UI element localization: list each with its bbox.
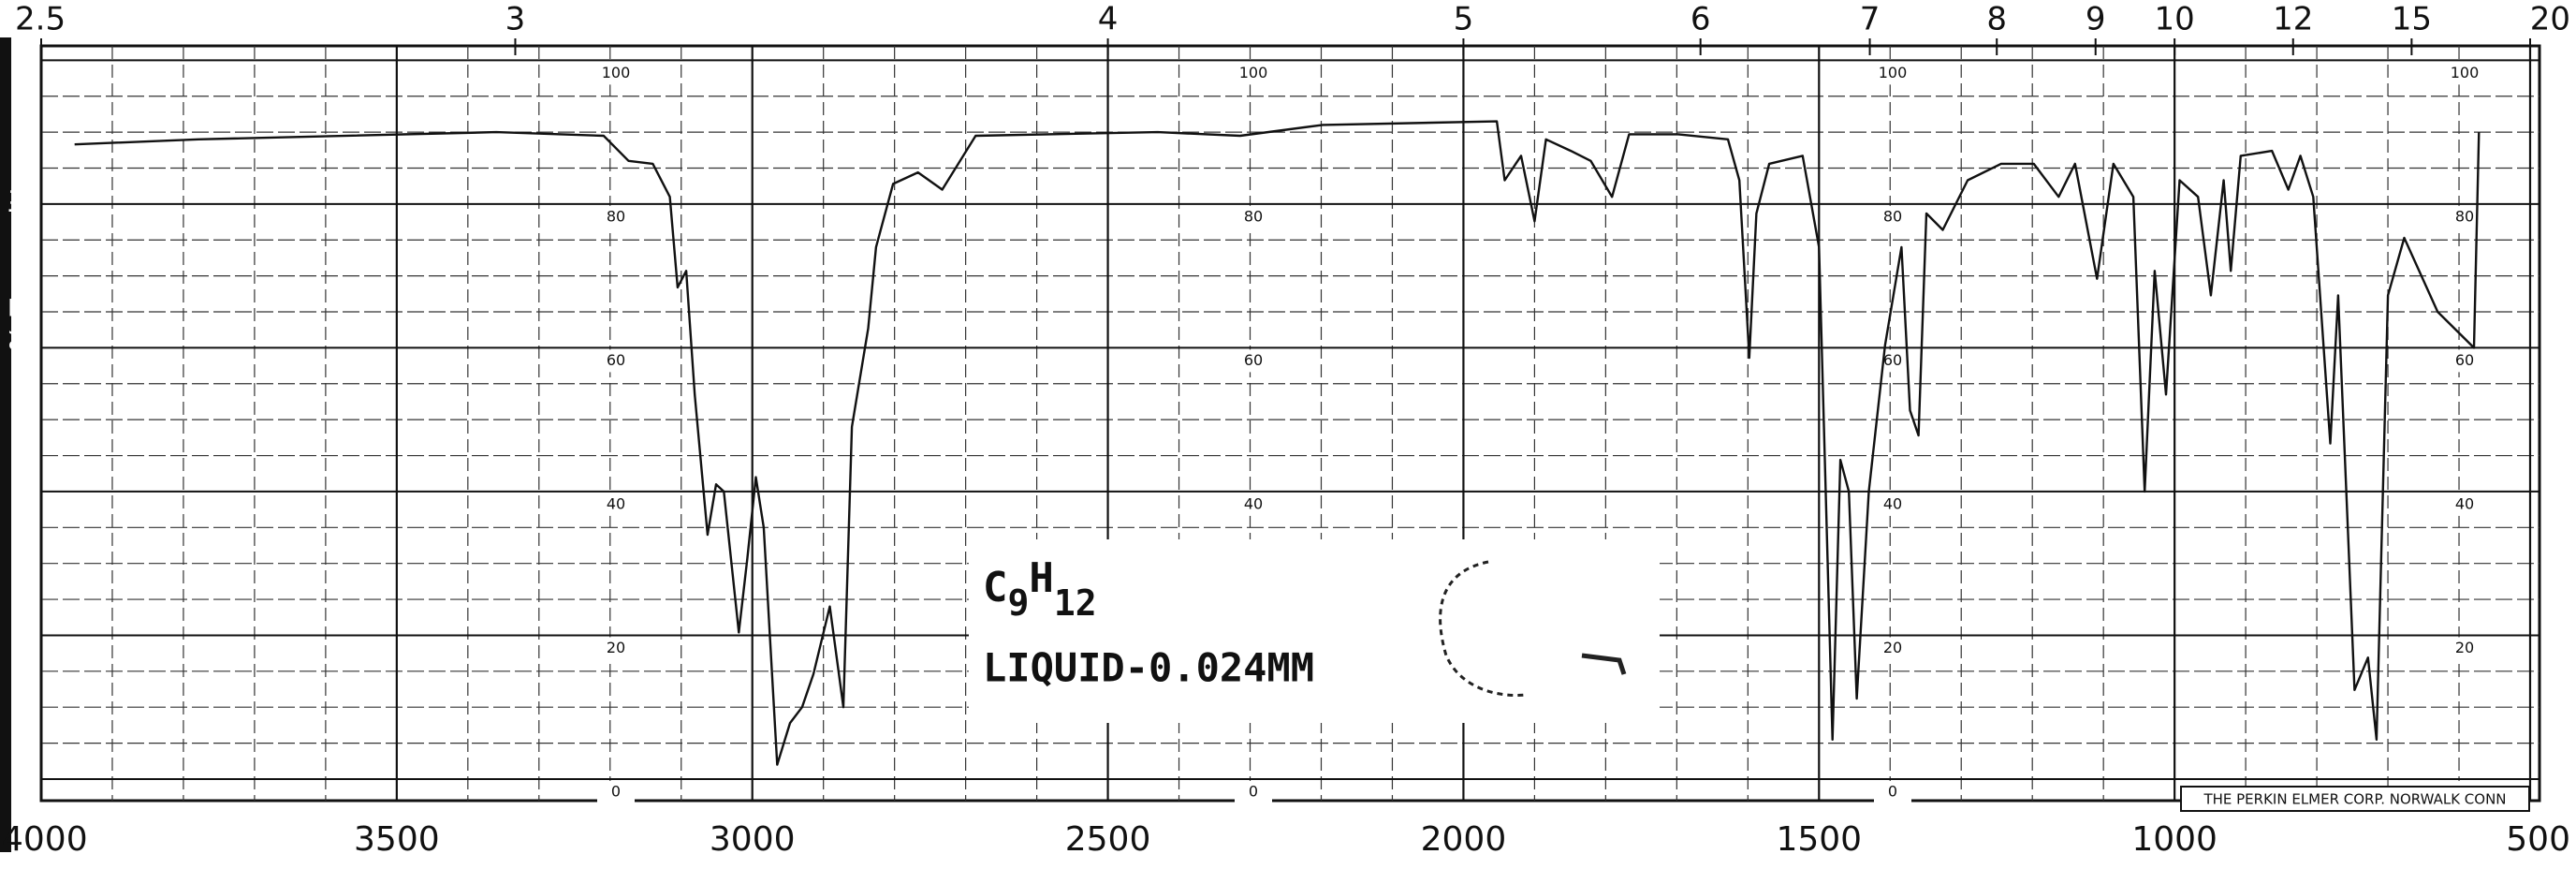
x2-tick-label: 15 [2392, 1, 2432, 38]
y-tick-label: 100 [1239, 64, 1268, 81]
formula-part: C [983, 564, 1008, 611]
y-tick-label: 80 [1244, 207, 1263, 225]
x-tick-label: 3500 [354, 820, 440, 859]
tick-label-bg [597, 349, 635, 373]
y-axis-label: % Transmittance [6, 117, 38, 352]
y-tick-label: 100 [602, 64, 631, 81]
tick-label-bg [1874, 780, 1911, 803]
tick-label-bg [2446, 637, 2483, 660]
tick-label-bg [1235, 349, 1272, 373]
left-edge [0, 37, 11, 852]
sketch [1581, 653, 1627, 675]
y-tick-label: 100 [2451, 64, 2480, 81]
sketch [1439, 560, 1527, 697]
tick-label-bg [1874, 62, 1911, 85]
tick-label-bg [597, 62, 635, 85]
x-tick-label: 1500 [1776, 820, 1862, 859]
sample-text: LIQUID-0.024MM [983, 645, 1314, 691]
tick-label-bg [1874, 493, 1911, 516]
y-tick-label: 60 [1883, 351, 1902, 369]
tick-label-bg [1874, 205, 1911, 228]
y-tick-label: 60 [1244, 351, 1263, 369]
spectrum-line [74, 120, 2481, 766]
y-tick-label: 40 [1244, 494, 1263, 512]
tick-label-bg [1235, 62, 1272, 85]
y-tick-label: 80 [1883, 207, 1902, 225]
y-tick-label: 100 [1879, 64, 1908, 81]
y-tick-label: 80 [607, 207, 625, 225]
x2-tick-label: 9 [2086, 1, 2106, 38]
tick-label-bg [597, 493, 635, 516]
y-tick-label: 40 [607, 494, 625, 512]
x-tick-label: 3000 [710, 820, 796, 859]
formula-part: H [1029, 554, 1054, 602]
tick-label-bg [1874, 637, 1911, 660]
tick-label-bg [597, 205, 635, 228]
x-tick-label: 4000 [2, 820, 88, 859]
x2-tick-label: 8 [1986, 1, 2007, 38]
x2-tick-label: 3 [505, 1, 526, 38]
y-tick-label: 20 [607, 639, 625, 656]
y-tick-label: 0 [1249, 782, 1258, 800]
x2-tick-label: 4 [1098, 1, 1119, 38]
x-tick-label: 1000 [2131, 820, 2217, 859]
formula-part: 9 [1008, 582, 1030, 624]
x2-tick-label: 10 [2155, 1, 2195, 38]
y-tick-label: 0 [1888, 782, 1897, 800]
tick-label-bg [1874, 349, 1911, 373]
formula-part: 12 [1054, 582, 1097, 624]
tick-label-bg [2446, 62, 2483, 85]
label-panel [969, 539, 1660, 723]
tick-label-bg [597, 780, 635, 803]
y-tick-label: 40 [2455, 494, 2474, 512]
credit-box [2180, 786, 2530, 812]
tick-label-bg [2446, 493, 2483, 516]
x-tick-label: 500 [2506, 820, 2570, 859]
x2-tick-label: 20 [2530, 1, 2570, 38]
tick-label-bg [1235, 780, 1272, 803]
tick-label-bg [1235, 205, 1272, 228]
formula: C9H12 [983, 554, 1097, 624]
x2-tick-label: 5 [1454, 1, 1474, 38]
credit: THE PERKIN ELMER CORP. NORWALK CONN [2203, 791, 2506, 808]
y-tick-label: 60 [607, 351, 625, 369]
x2-tick-label: 12 [2273, 1, 2313, 38]
x-tick-label: 2500 [1065, 820, 1151, 859]
y-tick-label: 60 [2455, 351, 2474, 369]
x-tick-label: 2000 [1421, 820, 1507, 859]
y-tick-label: 80 [2455, 207, 2474, 225]
sample-label-box: C9H12 LIQUID-0.024MM [969, 539, 1660, 723]
tick-label-bg [1235, 493, 1272, 516]
y-tick-label: 20 [2455, 639, 2474, 656]
y-tick-label: 0 [611, 782, 621, 800]
tick-label-bg [2446, 349, 2483, 373]
x2-tick-label: 2.5 [15, 1, 66, 38]
y-tick-label: 40 [1883, 494, 1902, 512]
x2-tick-label: 7 [1860, 1, 1881, 38]
x2-tick-label: 6 [1690, 1, 1711, 38]
y-tick-label: 20 [1883, 639, 1902, 656]
tick-label-bg [597, 637, 635, 660]
